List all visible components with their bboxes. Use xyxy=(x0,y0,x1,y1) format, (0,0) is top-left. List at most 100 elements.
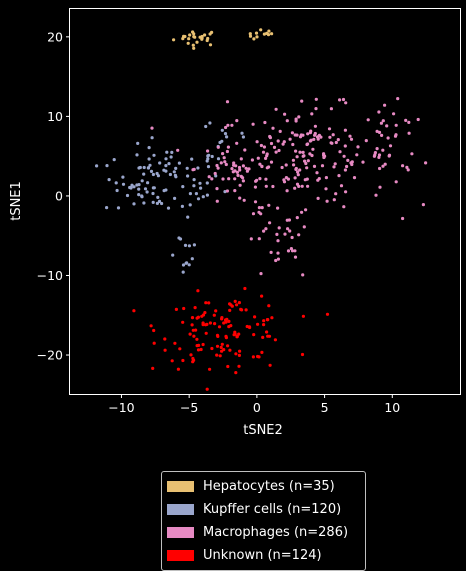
data-point xyxy=(218,140,222,145)
data-point xyxy=(208,43,213,47)
data-point xyxy=(136,141,140,145)
data-point xyxy=(121,175,125,179)
data-point xyxy=(181,358,185,363)
data-point xyxy=(164,188,168,192)
data-point xyxy=(225,100,230,104)
data-point xyxy=(309,138,313,142)
data-point xyxy=(232,163,236,167)
data-point xyxy=(185,166,189,170)
data-point xyxy=(296,170,300,174)
data-point xyxy=(378,166,382,171)
data-point xyxy=(267,29,271,33)
data-point xyxy=(294,119,298,123)
data-point xyxy=(277,226,281,230)
data-point xyxy=(152,341,156,345)
data-point xyxy=(248,32,252,36)
data-point xyxy=(259,28,263,32)
data-point xyxy=(238,183,242,187)
data-point xyxy=(265,154,269,158)
data-point xyxy=(227,325,231,329)
data-point xyxy=(135,153,139,157)
data-point xyxy=(196,166,200,170)
legend: Hepatocytes (n=35) Kupffer cells (n=120) M… xyxy=(161,471,366,571)
data-point xyxy=(325,199,329,203)
data-point xyxy=(315,171,319,175)
data-point xyxy=(401,216,405,221)
data-point xyxy=(192,184,196,188)
data-point xyxy=(303,159,307,163)
data-point xyxy=(267,334,272,338)
data-point xyxy=(169,155,173,159)
data-point xyxy=(151,366,155,370)
data-point xyxy=(214,309,218,313)
data-point xyxy=(112,158,116,162)
data-point xyxy=(259,272,263,276)
data-point xyxy=(269,141,274,146)
data-point xyxy=(377,130,382,134)
x-tick-label: −5 xyxy=(180,400,198,415)
data-point xyxy=(187,37,191,41)
data-point xyxy=(177,161,181,165)
data-point xyxy=(276,251,280,255)
scatter-points xyxy=(95,28,428,391)
data-point xyxy=(259,143,263,148)
data-point xyxy=(156,195,160,199)
data-point xyxy=(264,227,268,231)
data-point xyxy=(220,128,224,132)
data-point xyxy=(208,321,212,325)
data-point xyxy=(191,328,195,332)
data-point xyxy=(352,176,357,180)
data-point xyxy=(301,314,305,318)
data-point xyxy=(253,185,257,189)
data-point xyxy=(282,180,287,184)
data-point xyxy=(260,206,264,210)
data-point xyxy=(375,129,379,133)
data-point xyxy=(176,367,180,371)
legend-swatch xyxy=(167,481,194,492)
data-point xyxy=(320,164,325,168)
data-point xyxy=(137,193,141,197)
data-point xyxy=(256,156,260,160)
data-point xyxy=(219,161,223,165)
data-point xyxy=(188,332,192,336)
data-point xyxy=(301,133,305,137)
data-point xyxy=(251,122,255,126)
data-point xyxy=(204,124,208,129)
data-point xyxy=(157,199,162,203)
data-point xyxy=(312,164,317,168)
data-point xyxy=(216,145,220,149)
data-point xyxy=(147,146,151,150)
data-point xyxy=(196,348,201,352)
data-point xyxy=(247,167,251,171)
data-point xyxy=(349,137,354,141)
data-point xyxy=(355,153,359,157)
data-point xyxy=(301,154,305,158)
data-point xyxy=(254,31,259,35)
data-point xyxy=(215,344,220,348)
data-point xyxy=(194,192,198,196)
data-point xyxy=(385,124,389,128)
data-point xyxy=(237,165,242,170)
data-point xyxy=(174,307,178,311)
data-point xyxy=(247,325,252,329)
data-point xyxy=(260,164,264,168)
data-point xyxy=(191,43,195,47)
data-point xyxy=(264,156,268,160)
data-point xyxy=(204,301,208,305)
data-point xyxy=(288,229,292,233)
data-point xyxy=(286,227,290,231)
data-point xyxy=(304,208,308,212)
data-point xyxy=(377,153,382,157)
data-point xyxy=(233,299,237,303)
data-point xyxy=(294,149,298,153)
data-point xyxy=(197,343,201,347)
data-point xyxy=(280,165,284,170)
data-point xyxy=(222,156,226,160)
data-point xyxy=(146,181,150,185)
data-point xyxy=(152,328,156,333)
data-point xyxy=(228,308,232,312)
data-point xyxy=(341,97,346,102)
data-point xyxy=(311,147,315,151)
data-point xyxy=(223,190,227,194)
